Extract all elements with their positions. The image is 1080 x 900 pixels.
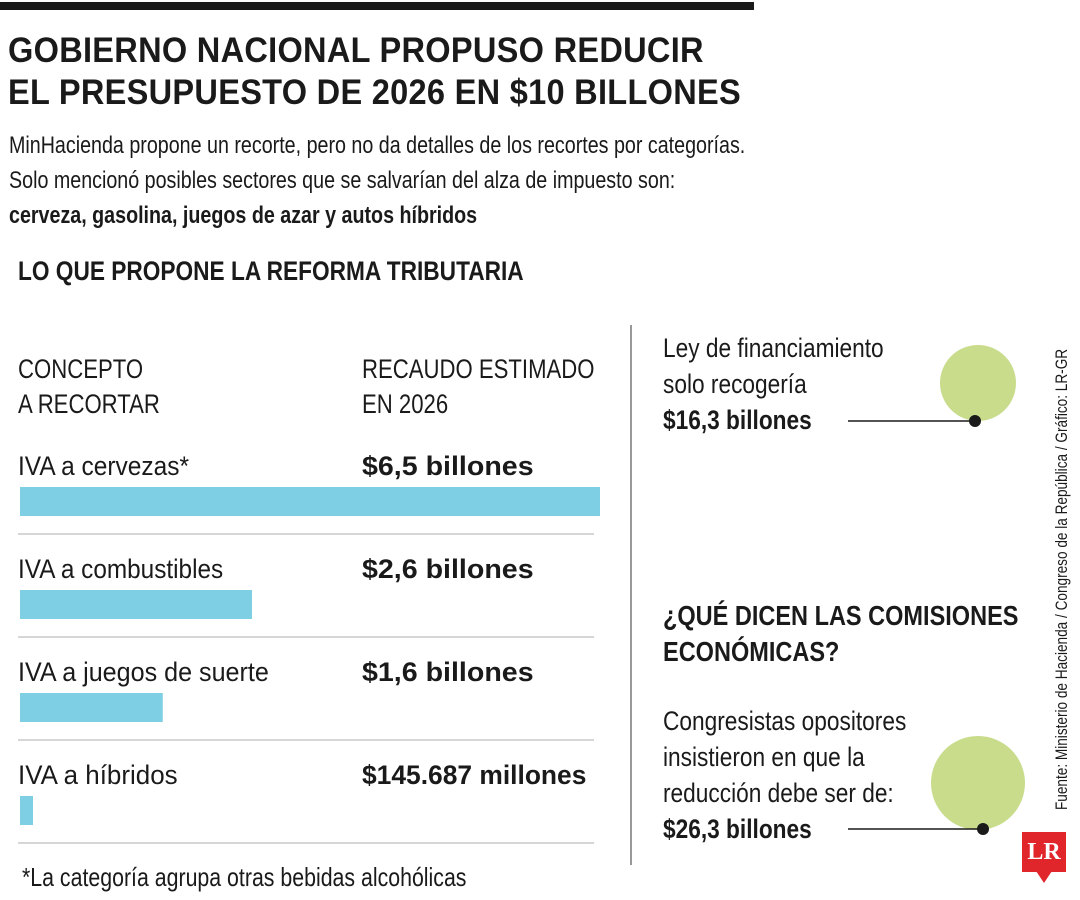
callout-1-dot	[969, 415, 981, 427]
section-title: LO QUE PROPONE LA REFORMA TRIBUTARIA	[18, 256, 524, 286]
vertical-divider	[630, 325, 632, 865]
callout-1-line-2: solo recogería	[663, 369, 807, 399]
footnote: *La categoría agrupa otras bebidas alcoh…	[22, 862, 467, 892]
source-credit: Fuente: Ministerio de Hacienda / Congres…	[1052, 348, 1071, 810]
callout-2-line-2: insistieron en que la	[663, 742, 865, 772]
value-label: $6,5 billones	[362, 451, 534, 481]
category-label: IVA a cervezas*	[18, 451, 189, 481]
callout-1-text: Ley de financiamiento solo recogería $16…	[663, 330, 884, 438]
callout-1-amount: $16,3 billones	[663, 405, 812, 435]
lr-logo: LR	[1022, 832, 1066, 872]
question-title-line-1: ¿QUÉ DICEN LAS COMISIONES	[663, 600, 1019, 631]
bar	[20, 693, 163, 722]
callout-2-amount: $26,3 billones	[663, 814, 812, 844]
category-label: IVA a híbridos	[18, 760, 178, 790]
value-label: $1,6 billones	[362, 657, 534, 687]
column-header-recaudo-line-1: RECAUDO ESTIMADO	[362, 354, 595, 384]
title-line-1: GOBIERNO NACIONAL PROPUSO REDUCIR	[8, 31, 704, 70]
callout-2-line-1: Congresistas opositores	[663, 706, 907, 736]
intro-line-1: MinHacienda propone un recorte, pero no …	[9, 132, 746, 159]
bar-chart: IVA a cervezas* $6,5 billones IVA a combus…	[18, 451, 600, 844]
column-header-concepto-line-2: A RECORTAR	[18, 389, 160, 419]
callout-2-line-3: reducción debe ser de:	[663, 778, 894, 808]
title-line-2: EL PRESUPUESTO DE 2026 EN $10 BILLONES	[8, 73, 741, 112]
bar	[20, 487, 600, 516]
top-rule	[0, 2, 754, 10]
category-label: IVA a juegos de suerte	[18, 657, 269, 687]
bar	[20, 590, 252, 619]
column-header-concepto: CONCEPTO A RECORTAR	[18, 352, 160, 422]
column-header-recaudo-line-2: EN 2026	[362, 389, 449, 419]
callout-1-circle	[940, 345, 1016, 421]
question-title: ¿QUÉ DICEN LAS COMISIONES ECONÓMICAS?	[663, 598, 1018, 670]
bar	[20, 796, 33, 825]
column-header-concepto-line-1: CONCEPTO	[18, 354, 144, 384]
lr-logo-tail	[1036, 871, 1052, 883]
callout-1-line-1: Ley de financiamiento	[663, 333, 884, 363]
callout-2-circle	[931, 736, 1025, 830]
column-header-recaudo: RECAUDO ESTIMADO EN 2026	[362, 352, 594, 422]
category-label: IVA a combustibles	[18, 554, 223, 584]
callout-2-dot	[977, 823, 989, 835]
intro-line-2: Solo mencionó posibles sectores que se s…	[9, 167, 676, 194]
intro-line-3: cerveza, gasolina, juegos de azar y auto…	[9, 202, 478, 229]
callout-2-text: Congresistas opositores insistieron en q…	[663, 703, 906, 847]
value-label: $145.687 millones	[362, 760, 586, 790]
value-label: $2,6 billones	[362, 554, 534, 584]
question-title-line-2: ECONÓMICAS?	[663, 636, 840, 667]
page-title: GOBIERNO NACIONAL PROPUSO REDUCIR EL PRE…	[8, 30, 845, 114]
intro-text: MinHacienda propone un recorte, pero no …	[9, 128, 745, 233]
